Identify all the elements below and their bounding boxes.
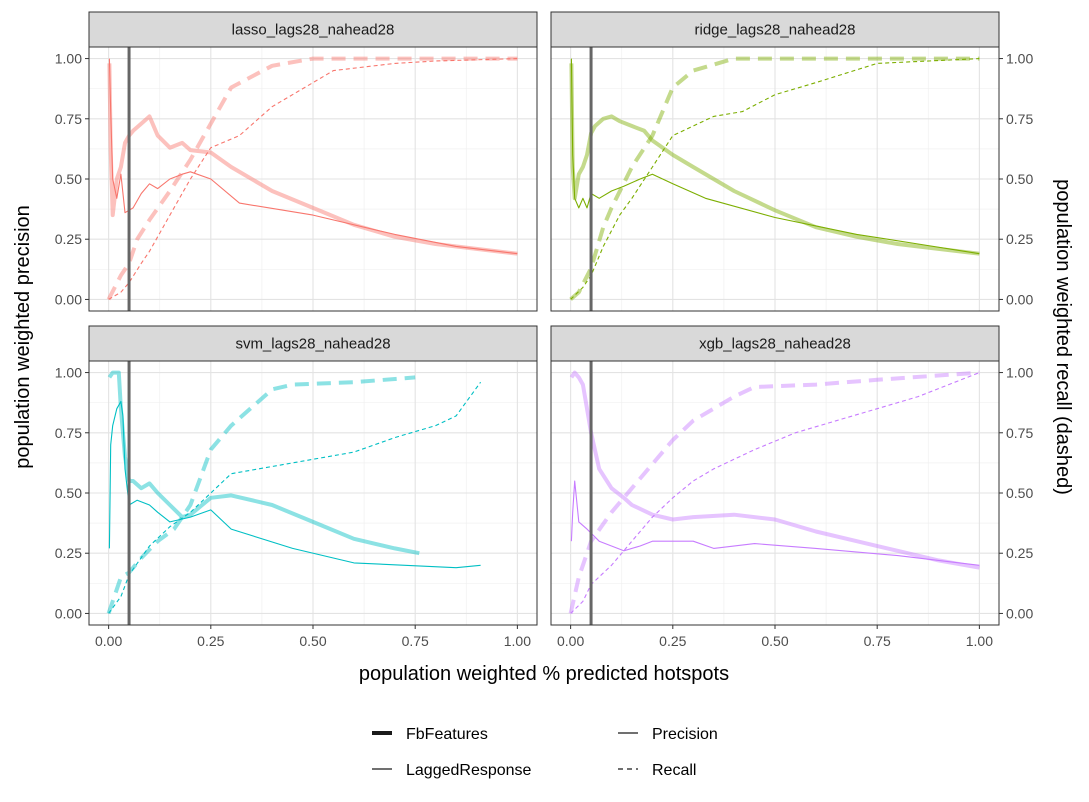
legend-label-recall: Recall (652, 762, 696, 779)
panel-strip (550, 325, 1000, 362)
y-tick-label: 1.00 (55, 51, 82, 67)
panel-strip (550, 11, 1000, 48)
series-fbfeatures-precision (569, 63, 980, 256)
legend-label-laggedresponse: LaggedResponse (406, 762, 532, 779)
x-tick-label: 0.25 (659, 633, 686, 649)
panels-layer: lasso_lags28_nahead28 0.00 0.25 0.50 0.75 1.0… (55, 11, 1033, 649)
y-tick-label: 0.50 (55, 171, 82, 187)
legend-label-fbfeatures: FbFeatures (406, 726, 488, 743)
panel-3: svm_lags28_nahead28 0.00 0.25 0.50 0.75 1.00 0… (55, 325, 538, 649)
panel-1: lasso_lags28_nahead28 0.00 0.25 0.50 0.75 1.0… (55, 11, 538, 312)
legend: FbFeatures LaggedResponse Precision Recall (372, 726, 718, 779)
series-fbfeatures-precision (107, 370, 420, 556)
panel-4: xgb_lags28_nahead28 0.00 0.25 0.50 0.75 1.00 0… (550, 325, 1033, 649)
legend-label-precision: Precision (652, 726, 718, 743)
x-tick-label: 0.75 (402, 633, 429, 649)
y-axis-title: population weighted precision (12, 205, 34, 469)
series-group (569, 56, 980, 301)
y-tick-label-right: 0.75 (1006, 111, 1033, 127)
x-tick-label: 0.75 (864, 633, 891, 649)
y-tick-label-right: 1.00 (1006, 365, 1033, 381)
x-tick-label: 0.50 (299, 633, 326, 649)
y-tick-label-right: 0.00 (1006, 291, 1033, 307)
y-axis-right-title: population weighted recall (dashed) (1052, 179, 1074, 495)
y-tick-label: 0.50 (55, 485, 82, 501)
x-tick-label: 0.00 (95, 633, 122, 649)
x-tick-label: 1.00 (504, 633, 531, 649)
panel-title: xgb_lags28_nahead28 (699, 336, 851, 353)
series-laggedresponse-recall (108, 381, 482, 614)
panel-strip (88, 325, 538, 362)
series-laggedresponse-recall (570, 372, 980, 614)
y-tick-label-right: 1.00 (1006, 51, 1033, 67)
series-laggedresponse-recall (570, 58, 980, 300)
y-tick-label: 0.00 (55, 291, 82, 307)
panel-title: ridge_lags28_nahead28 (695, 22, 856, 39)
y-tick-label-right: 0.00 (1006, 605, 1033, 621)
series-laggedresponse-precision (108, 400, 481, 569)
y-tick-label-right: 0.50 (1006, 171, 1033, 187)
y-tick-label-right: 0.25 (1006, 545, 1033, 561)
series-laggedresponse-precision (108, 58, 518, 255)
panel-2: ridge_lags28_nahead28 0.00 0.25 0.50 0.75 1.0… (550, 11, 1033, 312)
y-tick-label: 0.75 (55, 425, 82, 441)
y-tick-label: 0.00 (55, 605, 82, 621)
y-tick-label: 0.75 (55, 111, 82, 127)
y-tick-label: 0.25 (55, 545, 82, 561)
panel-strip (88, 11, 538, 48)
x-tick-label: 1.00 (966, 633, 993, 649)
series-laggedresponse-precision (570, 58, 980, 255)
y-tick-label: 1.00 (55, 365, 82, 381)
series-fbfeatures-precision (107, 63, 518, 256)
y-tick-label-right: 0.25 (1006, 231, 1033, 247)
series-laggedresponse-precision (570, 480, 980, 566)
x-tick-label: 0.00 (557, 633, 584, 649)
series-fbfeatures-recall (569, 56, 980, 301)
x-axis-title: population weighted % predicted hotspots (359, 663, 729, 685)
series-laggedresponse-recall (108, 58, 518, 300)
y-tick-label-right: 0.50 (1006, 485, 1033, 501)
y-tick-label-right: 0.75 (1006, 425, 1033, 441)
series-group (106, 56, 518, 301)
y-tick-label: 0.25 (55, 231, 82, 247)
panel-title: svm_lags28_nahead28 (235, 336, 390, 353)
panel-title: lasso_lags28_nahead28 (232, 22, 395, 39)
series-fbfeatures-recall (106, 56, 518, 301)
x-tick-label: 0.25 (197, 633, 224, 649)
x-tick-label: 0.50 (761, 633, 788, 649)
series-fbfeatures-precision (569, 370, 980, 570)
